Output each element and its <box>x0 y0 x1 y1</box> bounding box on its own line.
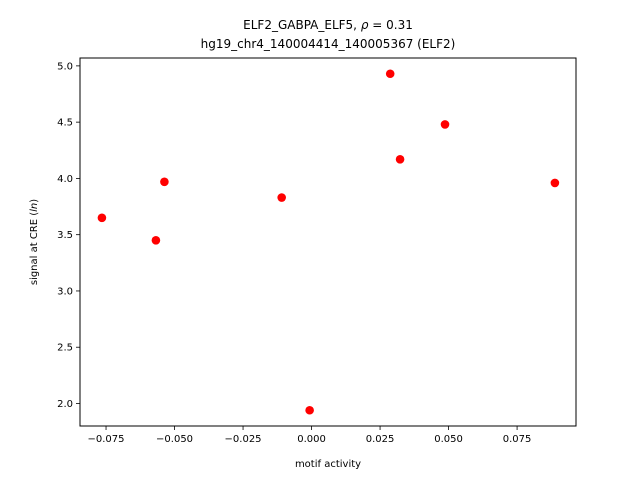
y-tick-label: 3.5 <box>57 230 73 241</box>
chart-title-line-1: ELF2_GABPA_ELF5, ρ = 0.31 <box>243 18 413 32</box>
x-tick-label: 0.025 <box>366 434 395 445</box>
data-point-7 <box>395 154 405 164</box>
x-tick-label: 0.000 <box>297 434 326 445</box>
axes-frame <box>79 57 577 427</box>
y-tick-label: 2.5 <box>57 343 73 354</box>
x-tick-label: −0.025 <box>225 434 262 445</box>
y-tick-label: 5.0 <box>57 61 73 72</box>
y-tick-label: 4.0 <box>57 174 73 185</box>
plot-area <box>97 69 560 415</box>
y-tick-label: 4.5 <box>57 118 73 129</box>
y-tick-label: 3.0 <box>57 286 73 297</box>
chart-title-line-2: hg19_chr4_140004414_140005367 (ELF2) <box>201 37 456 51</box>
x-axis-ticks: −0.075 −0.050 −0.025 0.000 0.025 0.050 0.075 <box>88 426 532 445</box>
data-point-1 <box>97 213 107 223</box>
data-point-2 <box>151 236 161 245</box>
x-tick-label: −0.075 <box>88 434 125 445</box>
y-tick-label: 2.0 <box>57 399 73 410</box>
data-point-8 <box>440 120 450 129</box>
data-point-3 <box>160 177 169 187</box>
data-point-4 <box>277 193 286 202</box>
y-axis-label: signal at CRE (ln) <box>29 199 40 285</box>
x-tick-label: −0.050 <box>156 434 193 445</box>
data-point-5 <box>305 405 314 415</box>
data-point-6 <box>385 69 395 79</box>
x-tick-label: 0.075 <box>503 434 532 445</box>
data-point-9 <box>550 178 560 188</box>
x-tick-label: 0.050 <box>434 434 463 445</box>
y-axis-ticks: 2.0 2.5 3.0 3.5 4.0 4.5 5.0 <box>57 61 80 410</box>
x-axis-label: motif activity <box>295 459 361 470</box>
